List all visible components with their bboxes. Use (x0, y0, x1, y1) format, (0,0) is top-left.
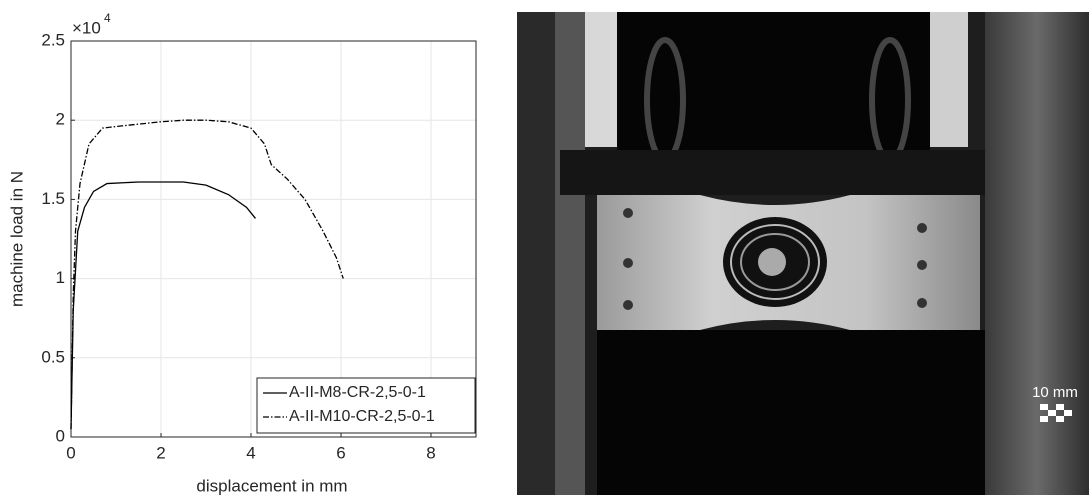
specimen-photo: 10 mm (517, 12, 1089, 495)
y-multiplier-exponent: 4 (104, 11, 111, 25)
legend: A-II-M8-CR-2,5-0-1 A-II-M10-CR-2,5-0-1 (256, 377, 476, 434)
y-tick-label: 0.5 (41, 347, 65, 366)
scale-label: 10 mm (1032, 384, 1078, 401)
y-tick-label: 2 (56, 110, 65, 129)
x-axis-label: displacement in mm (196, 476, 347, 495)
legend-label: A-II-M8-CR-2,5-0-1 (289, 384, 426, 401)
legend-label: A-II-M10-CR-2,5-0-1 (289, 408, 435, 425)
x-tick-label: 8 (426, 443, 435, 462)
x-tick-label: 6 (336, 443, 345, 462)
y-axis-label: machine load in N (7, 171, 26, 307)
x-tick-label: 0 (66, 443, 75, 462)
data-line (70, 181, 257, 430)
y-multiplier: ×10 (72, 18, 101, 37)
data-line (70, 119, 344, 430)
legend-box (256, 377, 476, 434)
y-tick-label: 1 (56, 268, 65, 287)
x-tick-label: 2 (156, 443, 165, 462)
y-tick-label: 0 (56, 426, 65, 445)
y-tick-label: 2.5 (41, 30, 65, 49)
y-tick-label: 1.5 (41, 189, 65, 208)
x-tick-label: 4 (246, 443, 255, 462)
plot-frame (70, 40, 477, 438)
